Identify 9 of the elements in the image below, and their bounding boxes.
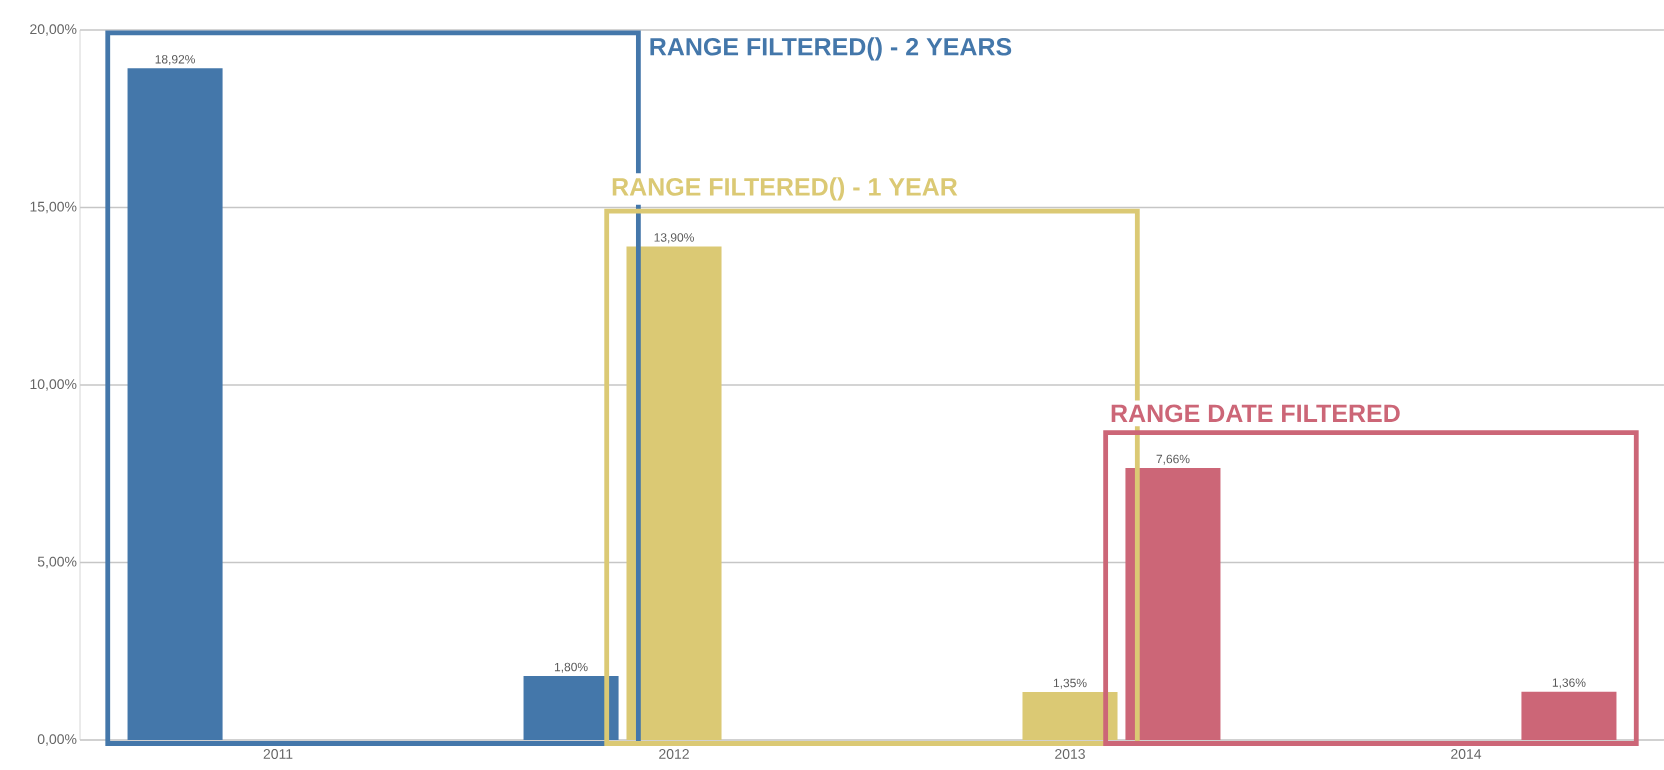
bar — [127, 68, 223, 740]
bar — [626, 246, 722, 740]
bar — [1521, 691, 1617, 740]
bar — [1125, 468, 1221, 740]
text: RANGE FILTERED() - 2 YEARS — [650, 37, 1012, 61]
bar — [523, 676, 619, 740]
bar — [1022, 692, 1118, 740]
series-label: RANGE DATE FILTERED — [1111, 404, 1400, 423]
series-label: RANGE FILTERED() - 1 YEAR — [612, 177, 958, 201]
